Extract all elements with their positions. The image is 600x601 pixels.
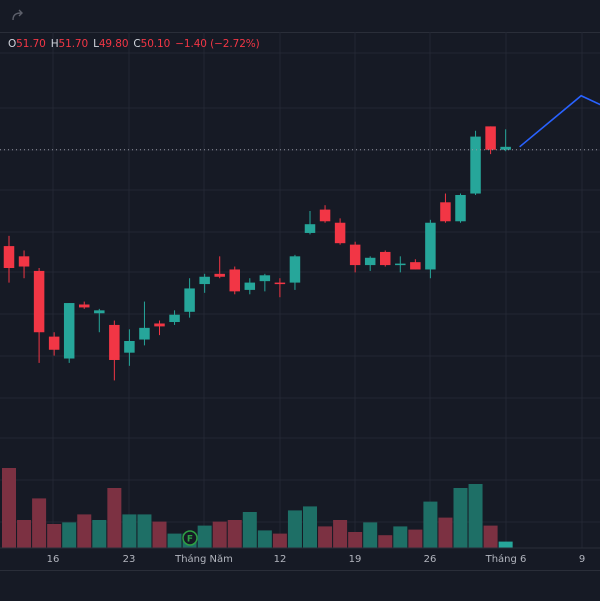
volume-bar bbox=[47, 524, 62, 548]
candle-body bbox=[289, 256, 301, 283]
volume-bar bbox=[333, 520, 348, 548]
candle-body bbox=[425, 222, 436, 270]
volume-bar bbox=[378, 535, 393, 548]
volume-bar bbox=[62, 522, 77, 548]
volume-bar bbox=[318, 526, 333, 548]
candle-body bbox=[274, 282, 286, 285]
candle-body bbox=[169, 314, 180, 323]
candle-body bbox=[395, 263, 406, 266]
candle-body bbox=[259, 275, 271, 282]
candle-body bbox=[63, 303, 75, 359]
high-label: H bbox=[50, 38, 59, 50]
candle-body bbox=[94, 310, 105, 314]
price-chart[interactable]: 16 23 Tháng Năm 12 19 26 Tháng 6 9 F bbox=[0, 32, 600, 570]
volume-bar bbox=[272, 533, 287, 548]
x-axis-label: 26 bbox=[424, 554, 437, 565]
candle-body bbox=[79, 304, 90, 308]
volume-bar bbox=[107, 488, 122, 548]
volume-bar bbox=[242, 512, 257, 548]
x-axis-label: 16 bbox=[47, 554, 60, 565]
volume-bar bbox=[227, 520, 242, 548]
volume-bar bbox=[137, 514, 152, 548]
x-axis-label: 12 bbox=[274, 554, 287, 565]
volume-bar bbox=[77, 514, 92, 548]
volume-bar bbox=[17, 520, 32, 548]
candle-body bbox=[199, 276, 210, 285]
candle-body bbox=[380, 251, 391, 266]
projection-line bbox=[519, 94, 600, 148]
volume-bar bbox=[167, 533, 182, 548]
volume-bar bbox=[348, 532, 363, 548]
close-value: 50.10 bbox=[140, 38, 171, 50]
low-label: L bbox=[93, 38, 99, 50]
candle-body bbox=[364, 257, 376, 266]
volume-bar bbox=[197, 525, 212, 548]
volume-bar bbox=[453, 488, 468, 548]
candle-body bbox=[124, 341, 135, 353]
candle-body bbox=[139, 327, 150, 340]
redo-icon[interactable] bbox=[8, 6, 28, 26]
x-axis-label: 9 bbox=[579, 554, 585, 565]
candle-body bbox=[18, 256, 30, 267]
volume-bar bbox=[257, 530, 272, 548]
open-value: 51.70 bbox=[16, 38, 46, 50]
volume-bar bbox=[483, 525, 498, 548]
candle-body bbox=[244, 282, 256, 290]
candle-body bbox=[48, 336, 60, 350]
change-value: −1.40 (−2.72%) bbox=[175, 38, 260, 50]
volume-bar bbox=[468, 484, 483, 548]
x-axis-label: Tháng 6 bbox=[485, 553, 527, 565]
volume-bar bbox=[152, 521, 167, 548]
open-label: O bbox=[8, 38, 17, 50]
volume-bar bbox=[393, 526, 408, 548]
candle-body bbox=[470, 136, 481, 194]
candle-body bbox=[410, 262, 421, 270]
volume-bar bbox=[363, 522, 378, 548]
volume-bar bbox=[287, 510, 302, 548]
candle-body bbox=[485, 126, 496, 150]
volume-bar bbox=[423, 501, 438, 548]
volume-bar bbox=[92, 520, 107, 548]
close-label: C bbox=[133, 38, 141, 50]
candle-body bbox=[304, 224, 316, 233]
event-marker-icon bbox=[182, 530, 198, 546]
candle-body bbox=[319, 209, 331, 222]
candle-body bbox=[3, 246, 15, 268]
x-axis-label: Tháng Năm bbox=[174, 553, 233, 565]
x-axis-label: 19 bbox=[349, 554, 362, 565]
candle-body bbox=[455, 195, 466, 222]
volume-bar bbox=[122, 514, 137, 548]
volume-bar bbox=[408, 529, 423, 548]
volume-bar bbox=[438, 517, 453, 548]
volume-bar bbox=[303, 506, 317, 548]
bottom-bar bbox=[0, 570, 600, 601]
x-axis-label: 23 bbox=[123, 554, 136, 565]
low-value: 49.80 bbox=[98, 38, 129, 50]
volume-bar bbox=[498, 541, 513, 548]
candle-body bbox=[349, 244, 361, 266]
ohlc-legend: O51.70 H51.70 L49.80 C50.10 −1.40 (−2.72%) bbox=[8, 38, 265, 50]
volume-bar bbox=[212, 521, 227, 548]
candle-body bbox=[154, 323, 165, 327]
candle-body bbox=[214, 273, 225, 277]
event-marker-label: F bbox=[187, 535, 193, 545]
candle-body bbox=[500, 146, 511, 150]
high-value: 51.70 bbox=[58, 38, 89, 50]
volume-bar bbox=[2, 468, 16, 548]
candle-body bbox=[109, 324, 120, 360]
volume-bar bbox=[32, 498, 47, 548]
candle-body bbox=[33, 270, 45, 333]
candle-body bbox=[184, 288, 195, 312]
candle-body bbox=[440, 202, 451, 222]
candle-body bbox=[229, 269, 240, 292]
candle-body bbox=[334, 222, 346, 244]
top-toolbar bbox=[0, 0, 600, 33]
